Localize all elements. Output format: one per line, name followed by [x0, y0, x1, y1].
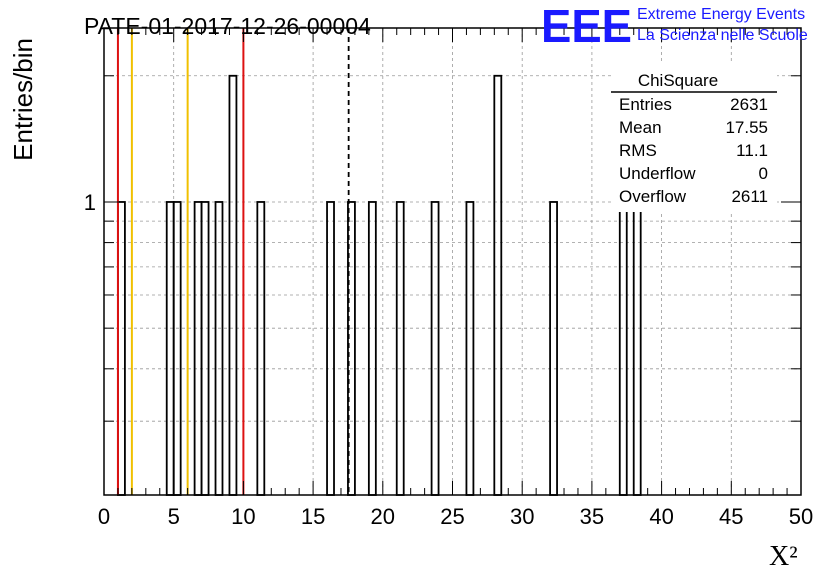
histogram-bar [165, 201, 175, 496]
grid-lines [103, 28, 802, 495]
histogram-bar [172, 201, 182, 496]
x-tick-label: 50 [789, 504, 813, 529]
x-tick-label: 30 [510, 504, 534, 529]
histogram-bar [395, 201, 405, 496]
stats-row-value: 17.55 [725, 118, 768, 137]
histogram-bar [326, 201, 335, 496]
stats-row-value: 2611 [731, 187, 768, 206]
x-axis-label: X² [769, 541, 798, 572]
tick-labels: 0 5 10 15 20 25 30 35 40 45 50 1 [84, 190, 813, 529]
histogram-bar [193, 201, 203, 496]
y-tick-label: 1 [84, 190, 96, 215]
marker-lines [116, 28, 350, 495]
chart-title: PATE-01-2017-12-26-00004 [84, 13, 371, 39]
histogram-bar [214, 201, 224, 496]
logo-mark: EEE [541, 0, 632, 52]
logo-line-2: La Scienza nelle Scuole [637, 27, 808, 44]
histogram-bar [117, 201, 126, 496]
histogram-bar [200, 201, 210, 496]
stats-row-value: 0 [759, 164, 768, 183]
histogram-bar [367, 201, 377, 496]
histogram-bar [228, 74, 238, 496]
histogram-bar [618, 201, 628, 496]
histogram-bar [256, 201, 266, 496]
x-tick-label: 10 [231, 504, 255, 529]
stats-row-value: 11.1 [736, 141, 768, 160]
histogram-bar [430, 201, 440, 496]
x-tick-label: 5 [168, 504, 180, 529]
histogram-bar [549, 201, 558, 496]
stats-row-label: Underflow [619, 164, 696, 183]
stats-row-label: Entries [619, 95, 672, 114]
logo-line-1: Extreme Energy Events [637, 6, 805, 23]
x-tick-label: 25 [440, 504, 464, 529]
histogram-bar [632, 201, 642, 496]
x-tick-label: 20 [371, 504, 395, 529]
histogram-bars [117, 74, 642, 496]
y-axis-label: Entries/bin [8, 38, 38, 161]
axis-ticks [103, 28, 802, 495]
stats-box-background [611, 64, 777, 212]
x-tick-label: 15 [301, 504, 325, 529]
stats-row-label: RMS [619, 141, 657, 160]
x-tick-label: 45 [719, 504, 743, 529]
stats-row-value: 2631 [730, 95, 768, 114]
stats-row-label: Mean [619, 118, 662, 137]
histogram-bar [493, 74, 503, 496]
stats-row-label: Overflow [619, 187, 687, 206]
x-tick-label: 0 [98, 504, 110, 529]
stats-box: ChiSquare Entries 2631 Mean 17.55 RMS 11.1 Und… [611, 64, 777, 212]
x-tick-label: 40 [649, 504, 673, 529]
stats-box-title: ChiSquare [638, 71, 718, 90]
logo: EEE Extreme Energy Events La Scienza nel… [541, 0, 808, 52]
x-tick-label: 35 [580, 504, 604, 529]
histogram-bar [465, 201, 475, 496]
